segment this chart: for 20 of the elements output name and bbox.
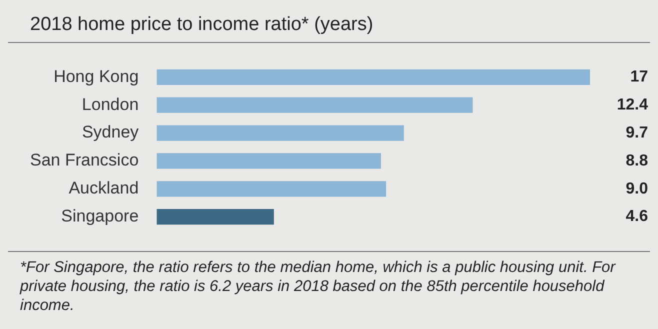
data-label: 17 [630, 68, 648, 86]
y-tick-label: Auckland [68, 178, 139, 198]
bar [156, 153, 381, 169]
y-tick-label: London [82, 94, 139, 114]
y-tick-label: Sydney [82, 122, 140, 142]
data-label: 8.8 [626, 152, 648, 170]
bar [156, 209, 274, 225]
y-tick-label: Hong Kong [54, 66, 139, 86]
y-tick-label: Singapore [61, 206, 139, 226]
data-label: 9.0 [626, 180, 648, 198]
chart-title: 2018 home price to income ratio* (years) [29, 13, 374, 37]
bar [156, 69, 590, 85]
data-label: 12.4 [616, 96, 648, 114]
data-label: 9.7 [626, 124, 648, 142]
text: *For Singapore, the ratio refers to the median home, which is a public housing unit. For private housing, the ratio is 6.2 years in 2018 based on the 85th percentile household income. [18, 258, 617, 315]
bar [156, 97, 473, 113]
data-label: 4.6 [626, 208, 648, 226]
bar [156, 125, 404, 141]
y-tick-label: San Francsico [30, 150, 139, 170]
bar [156, 181, 386, 197]
